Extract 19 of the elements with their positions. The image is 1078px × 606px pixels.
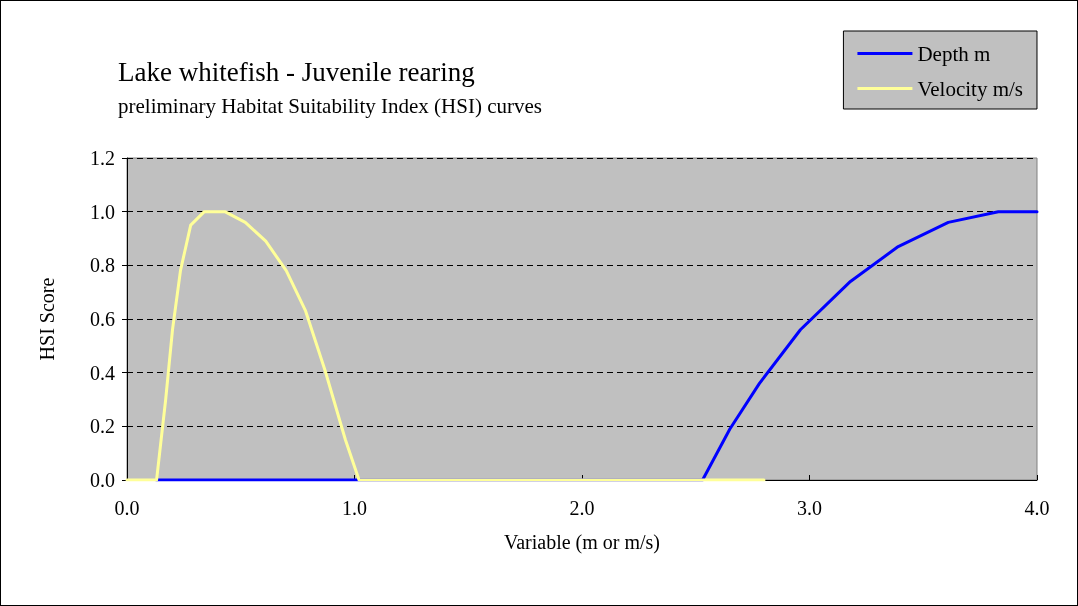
- chart-title: Lake whitefish - Juvenile rearing: [118, 56, 475, 87]
- x-tick-label: 2.0: [569, 497, 595, 519]
- y-tick-label: 0.8: [90, 254, 115, 277]
- y-tick-label: 1.2: [90, 147, 115, 169]
- y-tick-label: 0.2: [90, 415, 115, 438]
- y-tick-label: 0.0: [90, 469, 115, 491]
- line-series: [125, 210, 766, 482]
- y-tick-label: 1.0: [90, 200, 115, 223]
- legend-label: Velocity m/s: [917, 76, 1023, 101]
- y-axis-title: HSI Score: [36, 277, 58, 361]
- chart-subtitle: preliminary Habitat Suitability Index (HSI) curves: [118, 93, 542, 118]
- legend-label: Depth m: [917, 41, 991, 66]
- x-tick-label: 4.0: [1024, 497, 1050, 519]
- x-tick-label: 1.0: [342, 497, 367, 519]
- y-tick-label: 0.4: [90, 361, 115, 384]
- x-tick-label: 0.0: [114, 497, 140, 519]
- y-tick-label: 0.6: [90, 308, 115, 330]
- x-axis-title: Variable (m or m/s): [503, 531, 661, 554]
- x-tick-label: 3.0: [797, 497, 822, 519]
